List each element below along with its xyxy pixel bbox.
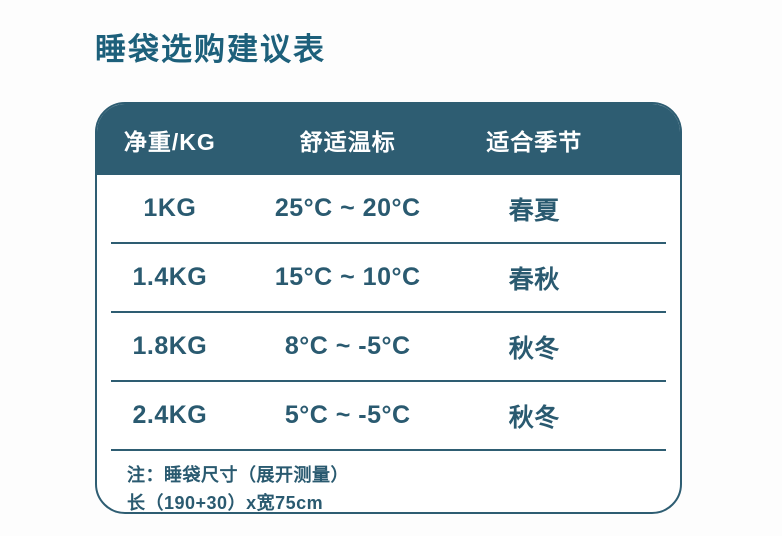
cell-season: 春夏 <box>508 196 560 225</box>
table-row: 1KG 25°C ~ 20°C 春夏 <box>97 175 680 242</box>
cell-season: 秋冬 <box>508 403 560 432</box>
cell-season: 春秋 <box>508 265 560 294</box>
row-divider <box>111 449 666 451</box>
footnote-line-2: 长（190+30）x宽75cm <box>127 492 324 513</box>
row-divider <box>111 380 666 382</box>
cell-temperature: 15°C ~ 10°C <box>274 263 421 291</box>
row-divider <box>111 242 666 244</box>
footnote-line-1: 注：睡袋尺寸（展开测量） <box>127 465 349 485</box>
cell-weight: 2.4KG <box>132 401 208 429</box>
cell-season: 秋冬 <box>508 334 560 363</box>
sleeping-bag-guide-table: 净重/KG 舒适温标 适合季节 1KG 25°C ~ 20°C 春夏 1.4KG… <box>95 102 682 514</box>
table-row: 1.4KG 15°C ~ 10°C 春秋 <box>97 244 680 311</box>
table-header-row: 净重/KG 舒适温标 适合季节 <box>97 104 680 175</box>
column-header-net-weight: 净重/KG <box>123 128 216 155</box>
cell-temperature: 25°C ~ 20°C <box>274 194 421 222</box>
cell-weight: 1.4KG <box>132 263 208 291</box>
column-header-comfort-temperature: 舒适温标 <box>299 128 396 155</box>
row-divider <box>111 311 666 313</box>
table-footnote: 注：睡袋尺寸（展开测量） 长（190+30）x宽75cm <box>97 451 680 513</box>
cell-temperature: 5°C ~ -5°C <box>284 401 411 429</box>
cell-temperature: 8°C ~ -5°C <box>284 332 411 360</box>
table-row: 2.4KG 5°C ~ -5°C 秋冬 <box>97 382 680 449</box>
page-title: 睡袋选购建议表 <box>95 32 326 67</box>
table-row: 1.8KG 8°C ~ -5°C 秋冬 <box>97 313 680 380</box>
cell-weight: 1.8KG <box>132 332 208 360</box>
cell-weight: 1KG <box>143 194 197 222</box>
column-header-suitable-season: 适合季节 <box>486 128 583 155</box>
